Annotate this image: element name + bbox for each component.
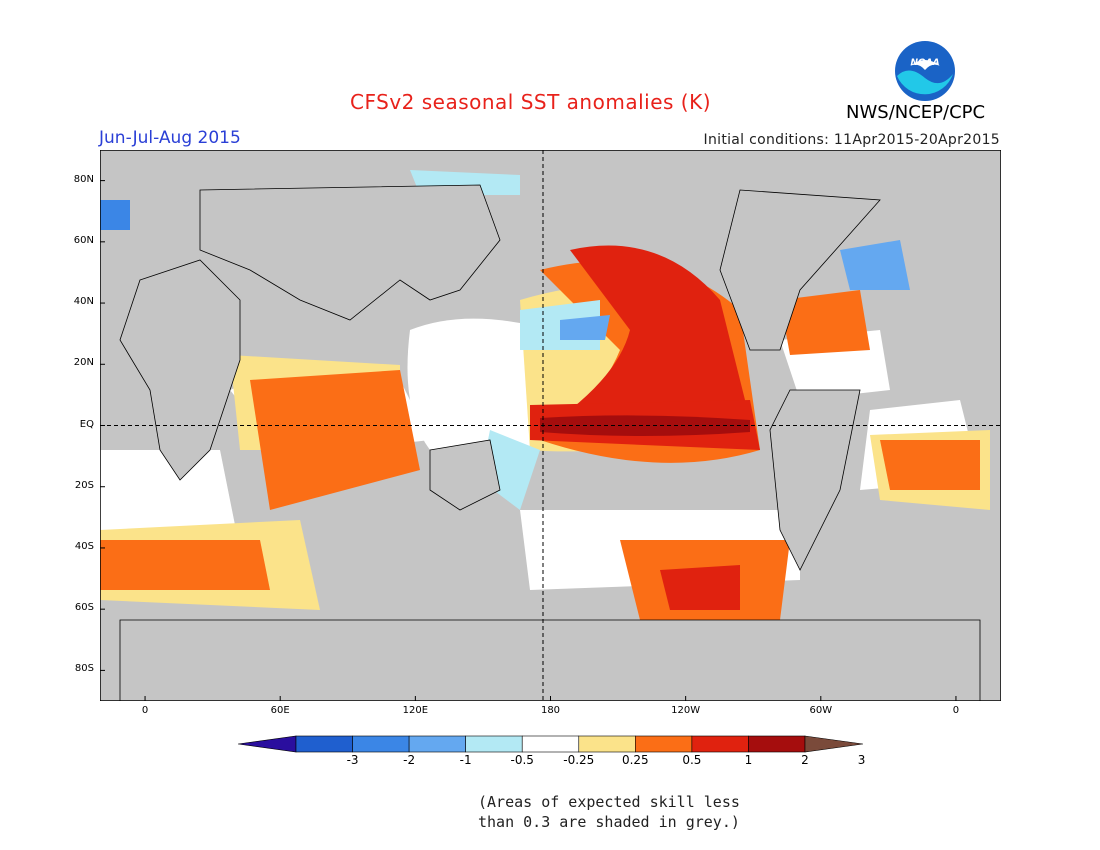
- lon-label: 0: [952, 705, 960, 716]
- colorbar: [238, 735, 863, 753]
- axis-ticks: [100, 180, 957, 701]
- continents: [119, 184, 981, 701]
- colorbar-segment: [465, 735, 523, 753]
- lon-label: 60E: [270, 705, 290, 716]
- colorbar-tick-label: -0.25: [563, 753, 595, 767]
- lat-label: 20N: [73, 357, 94, 369]
- lat-label: 80N: [73, 173, 94, 185]
- lat-label: 40N: [73, 296, 94, 308]
- lat-label: 20S: [74, 479, 94, 491]
- colorbar-segment: [748, 735, 806, 753]
- lon-label: 120W: [671, 705, 701, 716]
- colorbar-tick-label: 0.5: [682, 753, 702, 767]
- colorbar-tick-label: -3: [346, 753, 359, 767]
- skill-note-line1: (Areas of expected skill less: [478, 793, 740, 811]
- colorbar-segment: [295, 735, 353, 753]
- lat-label: 40S: [74, 540, 94, 552]
- noaa-logo-text: NOAA: [910, 58, 939, 68]
- lon-label: 180: [540, 705, 561, 716]
- organization-label: NWS/NCEP/CPC: [846, 102, 986, 123]
- colorbar-tick-label: 1: [744, 753, 753, 767]
- initial-conditions-label: Initial conditions: 11Apr2015-20Apr2015: [703, 132, 1000, 148]
- map-title: CFSv2 seasonal SST anomalies (K): [350, 90, 711, 114]
- colorbar-segment: [578, 735, 636, 753]
- colorbar-tick-label: 2: [801, 753, 809, 767]
- lat-label: 60S: [74, 602, 94, 614]
- colorbar-tick-label: -0.5: [510, 753, 534, 767]
- colorbar-segment: [691, 735, 749, 753]
- lat-label: 60N: [73, 234, 94, 246]
- skill-note: (Areas of expected skill less than 0.3 a…: [478, 792, 740, 832]
- lon-label: 60W: [809, 705, 833, 716]
- colorbar-tick-label: -2: [403, 753, 416, 767]
- lat-label: 80S: [74, 663, 94, 675]
- colorbar-tick-label: 0.25: [621, 753, 649, 767]
- anomaly-fields: [100, 170, 990, 620]
- colorbar-segment: [635, 735, 693, 753]
- skill-note-line2: than 0.3 are shaded in grey.): [478, 813, 740, 831]
- colorbar-segment: [352, 735, 410, 753]
- colorbar-arrow-left: [238, 735, 297, 753]
- sst-anomaly-map: [100, 150, 1001, 701]
- lon-label: 120E: [402, 705, 429, 716]
- lat-label: EQ: [79, 418, 94, 430]
- colorbar-segment: [408, 735, 466, 753]
- lon-label: 0: [141, 705, 149, 716]
- noaa-logo: NOAA: [894, 40, 956, 102]
- season-label: Jun-Jul-Aug 2015: [99, 128, 241, 148]
- colorbar-segment: [521, 735, 580, 753]
- colorbar-tick-label: 3: [857, 753, 866, 767]
- colorbar-tick-label: -1: [459, 753, 472, 767]
- colorbar-arrow-right: [804, 735, 863, 753]
